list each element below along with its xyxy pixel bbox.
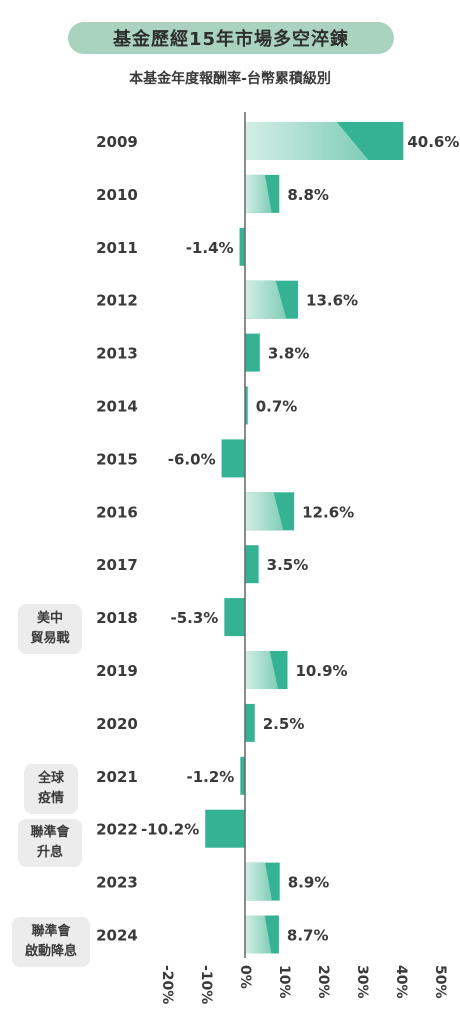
annotation-line: 升息 <box>36 845 63 860</box>
bar-2022 <box>205 809 245 848</box>
year-label: 2020 <box>96 715 138 733</box>
value-label: -1.4% <box>186 239 234 257</box>
bar-highlight-2016 <box>245 492 284 531</box>
bar-2013 <box>245 333 260 372</box>
x-tick-label: 50% <box>432 965 448 999</box>
value-label: 8.8% <box>287 186 329 204</box>
chart-subtitle: 本基金年度報酬率-台幣累積級別 <box>129 71 331 87</box>
bar-2020 <box>245 703 255 742</box>
chart-title: 基金歷經15年市場多空淬鍊 <box>68 22 394 54</box>
labels-group: 2009 40.6% 2010 8.8% 2011 -1.4% 2012 13.6% 2013 3… <box>96 133 459 945</box>
bars-group <box>205 122 404 954</box>
value-label: 8.7% <box>287 927 329 945</box>
annotation-line: 聯準會 <box>31 924 71 939</box>
value-label: -5.3% <box>171 609 219 627</box>
bar-highlight-2024 <box>245 915 272 954</box>
year-label: 2022 <box>96 821 138 839</box>
year-label: 2023 <box>96 874 138 892</box>
value-label: 3.5% <box>267 556 309 574</box>
year-label: 2018 <box>96 609 138 627</box>
bar-2021 <box>240 756 245 795</box>
value-label: 40.6% <box>407 133 459 151</box>
bar-2014 <box>245 386 248 425</box>
value-label: 3.8% <box>268 345 310 363</box>
annotation-line: 疫情 <box>37 791 64 806</box>
year-label: 2011 <box>96 239 138 257</box>
bar-highlight-2023 <box>245 862 273 901</box>
year-label: 2015 <box>96 450 138 468</box>
year-label: 2019 <box>96 662 138 680</box>
x-tick-label: -20% <box>159 965 175 1004</box>
x-tick-label: 0% <box>237 965 253 989</box>
bar-highlight-2012 <box>245 280 287 319</box>
bar-highlight-2019 <box>245 651 279 689</box>
bar-2011 <box>239 227 245 266</box>
year-label: 2016 <box>96 503 138 521</box>
annotation-2021: 全球 疫情 <box>24 764 78 814</box>
bar-2015 <box>221 439 245 478</box>
annotation-line: 啟動降息 <box>24 944 77 959</box>
value-label: 12.6% <box>302 503 354 521</box>
value-label: 2.5% <box>263 715 305 733</box>
year-label: 2014 <box>96 398 138 416</box>
bar-2017 <box>245 545 259 584</box>
x-tick-label: 30% <box>354 965 370 999</box>
x-ticks-group: -20% -10% 0% 10% 20% 30% 40% 50% <box>159 965 448 1004</box>
value-label: 0.7% <box>256 398 298 416</box>
value-label: -6.0% <box>168 450 216 468</box>
year-label: 2017 <box>96 556 138 574</box>
annotation-line: 美中 <box>36 611 63 626</box>
year-label: 2010 <box>96 186 138 204</box>
annotation-line: 聯準會 <box>30 825 70 840</box>
annotation-line: 貿易戰 <box>30 631 70 646</box>
year-label: 2009 <box>96 133 138 151</box>
year-label: 2012 <box>96 292 138 310</box>
year-label: 2024 <box>96 927 138 945</box>
value-label: 13.6% <box>306 292 358 310</box>
bar-highlight-2010 <box>245 174 272 213</box>
x-tick-label: 40% <box>393 965 409 999</box>
x-tick-label: -10% <box>198 965 214 1004</box>
annotation-2022: 聯準會 升息 <box>18 819 82 867</box>
bar-highlight-2009 <box>245 122 369 160</box>
annotation-line: 全球 <box>37 771 64 786</box>
value-label: -10.2% <box>141 821 199 839</box>
bar-2018 <box>224 598 245 637</box>
x-tick-label: 20% <box>315 965 331 999</box>
annotation-2018: 美中 貿易戰 <box>18 604 82 654</box>
annotation-2024: 聯準會 啟動降息 <box>12 917 90 967</box>
year-label: 2013 <box>96 345 138 363</box>
value-label: 10.9% <box>296 662 348 680</box>
year-label: 2021 <box>96 768 138 786</box>
value-label: -1.2% <box>186 768 234 786</box>
value-label: 8.9% <box>288 874 330 892</box>
x-tick-label: 10% <box>276 965 292 999</box>
